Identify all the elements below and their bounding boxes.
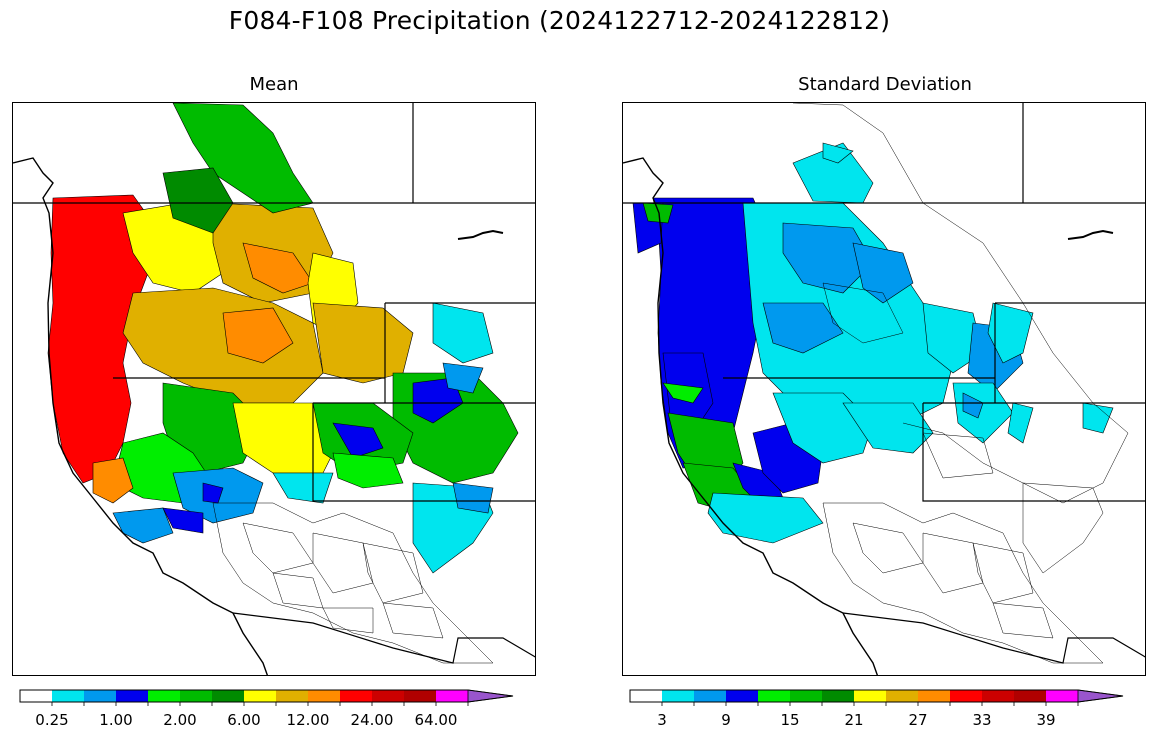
colorbar-cell: [404, 690, 436, 702]
colorbar-cell: [694, 690, 726, 702]
colorbar-cell: [662, 690, 694, 702]
panel-mean-title: Mean: [249, 74, 299, 95]
mean-tick-label: 2.00: [163, 711, 197, 729]
colorbar-cell: [372, 690, 404, 702]
colorbar-cell: [982, 690, 1014, 702]
std-tick-label: 33: [972, 711, 992, 729]
panel-std-title: Standard Deviation: [798, 74, 972, 95]
std-coastline: [623, 157, 879, 675]
std-colorbar: [629, 689, 1140, 706]
colorbar-cell: [116, 690, 148, 702]
colorbar-extend-arrow: [467, 689, 514, 703]
std-colorbar-svg: [629, 689, 1124, 706]
std-tick-label: 27: [908, 711, 928, 729]
mean-political-boundaries: [13, 103, 535, 664]
mean-tick-label: 0.25: [35, 711, 69, 729]
mean-map: [12, 102, 536, 676]
mean-tick-label: 64.00: [414, 711, 458, 729]
colorbar-cell: [630, 690, 662, 702]
std-tick-label: 9: [721, 711, 731, 729]
colorbar-cell: [308, 690, 340, 702]
colorbar-cell: [340, 690, 372, 702]
colorbar-cell: [790, 690, 822, 702]
std-tick-label: 21: [844, 711, 864, 729]
mean-lake-outline: [457, 229, 504, 240]
mean-tick-label: 24.00: [350, 711, 394, 729]
colorbar-cell: [276, 690, 308, 702]
std-basin-outlines: [792, 103, 1129, 664]
colorbar-cell: [1014, 690, 1046, 702]
std-lake-outline: [1067, 229, 1114, 240]
colorbar-cell: [180, 690, 212, 702]
colorbar-outline: [629, 689, 1124, 703]
colorbar-cell: [1046, 690, 1078, 702]
colorbar-cell: [886, 690, 918, 702]
std-political-boundaries: [623, 103, 1145, 664]
std-map: [622, 102, 1146, 676]
mean-basin-outlines: [212, 502, 494, 664]
colorbar-cell: [950, 690, 982, 702]
colorbar-cell: [244, 690, 276, 702]
std-basin-fields: [632, 142, 1114, 544]
std-map-svg: [623, 103, 1145, 675]
colorbar-cell: [726, 690, 758, 702]
mean-coastline: [13, 157, 269, 675]
colorbar-cell: [52, 690, 84, 702]
colorbar-cell: [20, 690, 52, 702]
mean-colorbar: [19, 689, 530, 706]
colorbar-cell: [436, 690, 468, 702]
colorbar-cell: [148, 690, 180, 702]
mean-tick-label: 6.00: [227, 711, 261, 729]
colorbar-cell: [84, 690, 116, 702]
mean-colorbar-svg: [19, 689, 514, 706]
mean-map-svg: [13, 103, 535, 675]
mean-tick-label: 1.00: [99, 711, 133, 729]
colorbar-cell: [854, 690, 886, 702]
colorbar-extend-arrow: [1077, 689, 1124, 703]
colorbar-outline: [19, 689, 514, 703]
colorbar-cell: [918, 690, 950, 702]
colorbar-cell: [822, 690, 854, 702]
colorbar-cell: [212, 690, 244, 702]
std-tick-label: 39: [1036, 711, 1056, 729]
mean-tick-label: 12.00: [286, 711, 330, 729]
std-tick-label: 3: [657, 711, 667, 729]
mean-basin-fields: [47, 103, 519, 574]
colorbar-cell: [758, 690, 790, 702]
std-tick-label: 15: [780, 711, 800, 729]
figure-title: F084-F108 Precipitation (2024122712-2024…: [228, 6, 891, 35]
